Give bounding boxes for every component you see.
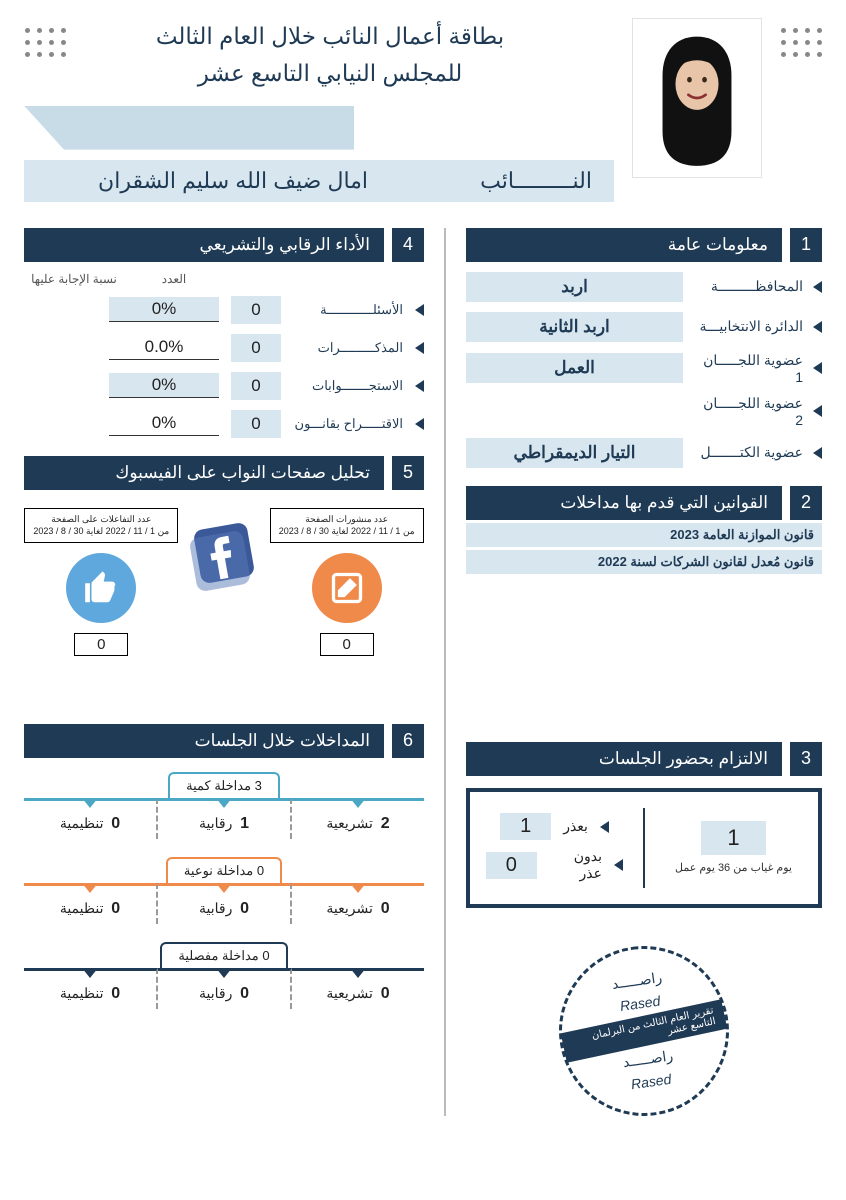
section-attendance: 3 الالتزام بحضور الجلسات 1 يوم غياب من 3… <box>466 742 822 908</box>
member-photo <box>632 18 762 178</box>
intervention-cell: 0 رقابية <box>158 968 292 1009</box>
member-label: النـــــــــائب <box>480 168 592 194</box>
intervention-cell: 0 تشريعية <box>292 968 424 1009</box>
intervention-cell: 1 رقابية <box>158 798 292 839</box>
like-icon <box>66 553 136 623</box>
info-row: المحافظـــــــــةاربد <box>466 272 822 302</box>
performance-row: الأسئلــــــــــــة 0 0% <box>24 296 424 324</box>
intervention-group: 3 مداخلة كمية2 تشريعية1 رقابية0 تنظيمية <box>24 772 424 839</box>
member-name-bar: النـــــــــائب امال ضيف الله سليم الشقر… <box>24 160 614 202</box>
section-laws: 2 القوانين التي قدم بها مداخلات قانون ال… <box>466 486 822 724</box>
edit-icon <box>312 553 382 623</box>
section-general-info: 1 معلومات عامة المحافظـــــــــةاربد الدا… <box>466 228 822 468</box>
performance-row: الاستجـــــــوابات 0 0% <box>24 372 424 400</box>
intervention-cell: 0 تنظيمية <box>24 798 158 839</box>
fb-interactions: عدد التفاعلات على الصفحة من 1 / 11 / 202… <box>24 508 178 656</box>
intervention-group: 0 مداخلة نوعية0 تشريعية0 رقابية0 تنظيمية <box>24 857 424 924</box>
absence-total: 1 يوم غياب من 36 يوم عمل <box>665 821 802 874</box>
section-interventions: 6 المداخلات خلال الجلسات 3 مداخلة كمية2 … <box>24 724 424 1009</box>
info-row: الدائرة الانتخابيـــةاربد الثانية <box>466 312 822 342</box>
performance-row: المذكـــــــــرات 0 0.0% <box>24 334 424 362</box>
rased-stamp: راصـــــد Rased تقرير العام الثالث من ال… <box>466 946 822 1116</box>
intervention-cell: 0 تشريعية <box>292 883 424 924</box>
section-number: 1 <box>790 228 822 262</box>
law-item: قانون مُعدل لقانون الشركات لسنة 2022 <box>466 550 822 574</box>
fb-posts: عدد منشورات الصفحة من 1 / 11 / 2022 لغاي… <box>270 508 424 656</box>
decorative-dots-right <box>24 18 66 68</box>
facebook-icon <box>179 508 269 598</box>
unexcused-row: بدون عذر 0 <box>486 848 623 882</box>
column-divider <box>444 228 446 1116</box>
intervention-cell: 0 رقابية <box>158 883 292 924</box>
intervention-group: 0 مداخلة مفصلية0 تشريعية0 رقابية0 تنظيمي… <box>24 942 424 1009</box>
intervention-cell: 0 تنظيمية <box>24 883 158 924</box>
intervention-cell: 2 تشريعية <box>292 798 424 839</box>
decorative-chevron <box>24 106 354 150</box>
section-title: معلومات عامة <box>466 228 782 262</box>
info-row: عضوية اللجـــــان 2 <box>466 395 822 428</box>
decorative-dots-left <box>780 18 822 68</box>
member-name: امال ضيف الله سليم الشقران <box>46 168 420 194</box>
page-title: بطاقة أعمال النائب خلال العام الثالث للم… <box>86 18 574 92</box>
left-column: 4 الأداء الرقابي والتشريعي العدد نسبة ال… <box>24 228 424 1116</box>
header: بطاقة أعمال النائب خلال العام الثالث للم… <box>24 18 822 202</box>
section-performance: 4 الأداء الرقابي والتشريعي العدد نسبة ال… <box>24 228 424 438</box>
performance-row: الاقتـــــراح بقانـــون 0 0% <box>24 410 424 438</box>
section-facebook: 5 تحليل صفحات النواب على الفيسبوك عدد من… <box>24 456 424 706</box>
excused-row: بعذر 1 <box>486 813 623 840</box>
law-item: قانون الموازنة العامة 2023 <box>466 523 822 547</box>
info-row: عضوية اللجـــــان 1العمل <box>466 352 822 385</box>
info-row: عضوية الكتـــــــلالتيار الديمقراطي <box>466 438 822 468</box>
right-column: 1 معلومات عامة المحافظـــــــــةاربد الدا… <box>466 228 822 1116</box>
intervention-cell: 0 تنظيمية <box>24 968 158 1009</box>
